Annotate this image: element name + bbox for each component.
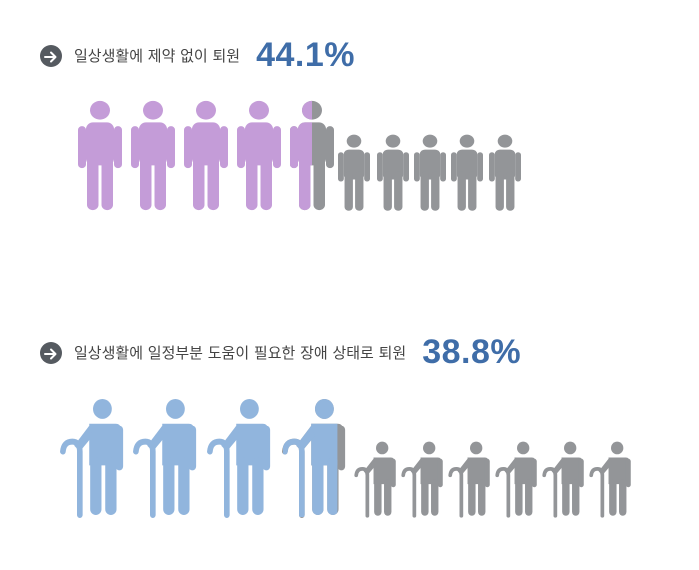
section-1-title: 일상생활에 제약 없이 퇴원: [74, 47, 241, 65]
person-with-cane-icon: [207, 398, 271, 518]
person-with-cane-icon: [401, 441, 443, 518]
standing-person-icon: [290, 100, 334, 211]
pictogram-row-2: [60, 398, 631, 518]
standing-person-icon: [414, 134, 446, 211]
standing-person-icon: [184, 100, 228, 211]
arrow-circle-icon: [40, 341, 62, 364]
section-1-percent: 44.1%: [256, 36, 356, 74]
pictogram-row-1: [78, 100, 521, 211]
standing-person-icon: [131, 100, 175, 211]
standing-person-icon: [489, 134, 521, 211]
person-with-cane-icon: [354, 441, 396, 518]
person-with-cane-icon: [542, 441, 584, 518]
section-2-percent: 38.8%: [422, 333, 522, 371]
standing-person-icon: [377, 134, 409, 211]
standing-person-icon: [237, 100, 281, 211]
person-with-cane-icon: [60, 398, 124, 518]
standing-person-icon: [451, 134, 483, 211]
person-with-cane-icon: [495, 441, 537, 518]
section-2-title: 일상생활에 일정부분 도움이 필요한 장애 상태로 퇴원: [74, 344, 407, 362]
section-2-header: 일상생활에 일정부분 도움이 필요한 장애 상태로 퇴원 38.8%: [40, 333, 521, 372]
arrow-circle-icon: [40, 44, 62, 67]
person-with-cane-icon: [282, 398, 346, 518]
person-with-cane-icon: [589, 441, 631, 518]
section-1-header: 일상생활에 제약 없이 퇴원 44.1%: [40, 36, 355, 75]
standing-person-icon: [78, 100, 122, 211]
standing-person-icon: [338, 134, 370, 211]
person-with-cane-icon: [133, 398, 197, 518]
person-with-cane-icon: [448, 441, 490, 518]
